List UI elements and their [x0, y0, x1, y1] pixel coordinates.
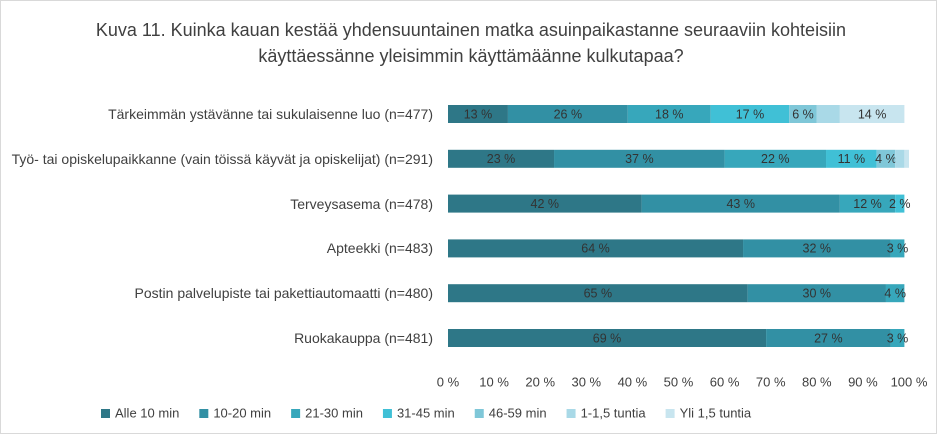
bar-segment	[743, 239, 891, 258]
legend-label: 1-1,5 tuntia	[581, 405, 647, 420]
legend-swatch	[382, 409, 392, 418]
bar-segment	[448, 105, 508, 123]
x-tick-label: 60 %	[710, 374, 740, 389]
bar-segment	[876, 149, 896, 168]
bar-segment	[816, 105, 840, 123]
category-label: Postin palvelupiste tai pakettiautomaatt…	[134, 285, 433, 302]
value-label: 30 %	[803, 286, 832, 300]
x-tick-label: 80 %	[802, 374, 832, 389]
legend-swatch	[101, 409, 110, 418]
value-label: 14 %	[858, 107, 887, 121]
value-label: 64 %	[581, 242, 610, 256]
bar-segment	[885, 284, 905, 303]
value-label: 4 %	[884, 286, 906, 300]
bar-segment	[839, 194, 896, 213]
bar-segment	[554, 149, 725, 168]
value-label: 12 %	[853, 197, 882, 211]
value-label: 4 %	[875, 152, 897, 166]
bar-segment	[710, 105, 790, 123]
value-label: 18 %	[655, 107, 684, 121]
value-label: 42 %	[531, 197, 560, 211]
legend-label: Alle 10 min	[115, 405, 179, 420]
bar-segment	[839, 105, 905, 123]
value-label: 3 %	[887, 242, 909, 256]
value-label: 23 %	[487, 152, 516, 166]
bar-segment	[766, 329, 891, 347]
bar-segment	[724, 149, 827, 168]
value-label: 3 %	[887, 331, 909, 345]
x-tick-label: 20 %	[525, 374, 555, 389]
category-label: Työ- tai opiskelupaikkanne (vain töissä …	[11, 150, 433, 167]
bar-segment	[448, 239, 744, 258]
chart-title: Kuva 11. Kuinka kauan kestää yhdensuunta…	[95, 20, 847, 66]
legend-label: Yli 1,5 tuntia	[680, 405, 752, 420]
bar-segment	[448, 194, 642, 213]
legend-label: 21-30 min	[305, 405, 363, 420]
x-tick-label: 90 %	[848, 374, 878, 389]
legend-label: 10-20 min	[213, 405, 271, 420]
bar-segment	[895, 194, 905, 213]
bar-segment	[895, 149, 905, 168]
value-label: 13 %	[464, 107, 493, 121]
x-tick-label: 40 %	[618, 374, 648, 389]
x-tick-label: 50 %	[664, 374, 694, 389]
x-tick-label: 70 %	[756, 374, 786, 389]
category-label: Tärkeimmän ystävänne tai sukulaisenne lu…	[108, 106, 433, 122]
x-tick-label: 10 %	[479, 374, 509, 389]
value-label: 32 %	[803, 242, 832, 256]
bar-segment	[826, 149, 877, 168]
x-tick-label: 30 %	[571, 374, 601, 389]
legend-swatch	[665, 409, 675, 418]
legend-label: 31-45 min	[397, 405, 455, 420]
bar-segment	[448, 329, 767, 347]
legend-label: 46-59 min	[489, 405, 547, 420]
bar-segment	[890, 239, 905, 258]
bar-segment	[890, 329, 905, 347]
bar-segment	[641, 194, 840, 213]
bar-segment	[448, 284, 748, 303]
x-tick-label: 0 %	[437, 374, 460, 389]
value-label: 2 %	[889, 197, 911, 211]
category-label: Apteekki (n=483)	[326, 240, 433, 257]
legend-swatch	[291, 409, 301, 418]
value-label: 17 %	[736, 107, 765, 121]
bar-segment	[627, 105, 711, 123]
legend-swatch	[566, 409, 576, 418]
bar-segment	[507, 105, 628, 123]
value-label: 22 %	[761, 152, 790, 166]
value-label: 37 %	[625, 152, 654, 166]
legend-swatch	[474, 409, 484, 418]
value-label: 43 %	[726, 197, 755, 211]
category-label: Terveysasema (n=478)	[290, 195, 433, 212]
value-label: 11 %	[838, 152, 866, 166]
bar-segment	[448, 149, 555, 168]
value-label: 27 %	[814, 331, 843, 345]
bar-segment	[904, 149, 909, 168]
category-label: Ruokakauppa (n=481)	[294, 330, 433, 346]
legend-swatch	[199, 409, 209, 418]
value-label: 6 %	[792, 107, 814, 121]
bar-segment	[789, 105, 817, 123]
bar-segment	[747, 284, 886, 303]
value-label: 65 %	[584, 286, 613, 300]
x-tick-label: 100 %	[891, 374, 928, 389]
value-label: 26 %	[554, 107, 583, 121]
value-label: 69 %	[593, 331, 622, 345]
